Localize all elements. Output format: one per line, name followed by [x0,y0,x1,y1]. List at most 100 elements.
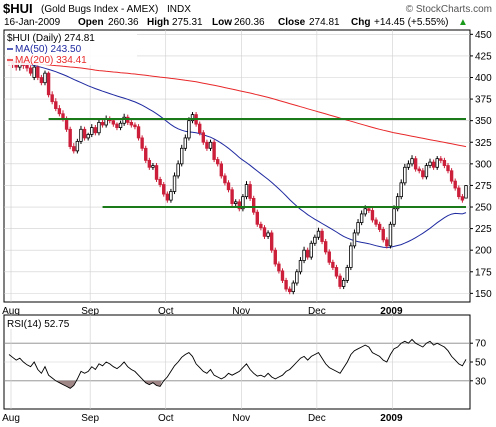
candle [140,135,144,151]
candle [428,158,432,169]
candle-body [341,280,346,287]
candle-body [154,165,159,180]
candle [100,119,105,128]
candle-body [363,208,367,215]
low-value: 260.36 [234,17,265,28]
candle-body [259,223,263,229]
candle-body [111,120,116,125]
candle-body [118,122,123,128]
candle [269,230,274,253]
candle-body [230,189,234,204]
candle [50,91,54,105]
candlestick-series [7,55,468,295]
candle [460,194,465,203]
candle [302,246,306,264]
candle-body [298,260,303,273]
candle-body [237,201,241,210]
open-value: 260.36 [108,17,139,28]
candle [162,181,166,197]
candle-body [54,101,58,109]
candle-body [205,141,209,149]
candle-body [284,280,288,290]
candle [377,221,382,233]
candle-body [385,239,389,247]
rsi-x-tick-label: Oct [158,413,174,424]
candle-body [158,178,162,185]
candle [144,145,148,163]
legend-ma50: MA(50) 243.50 [15,44,82,55]
price-y-tick-label: 275 [475,181,492,192]
candle-body [334,267,339,277]
candle-body [68,128,72,147]
candle [230,187,234,207]
candle-body [323,241,328,253]
candle-body [367,208,371,211]
candle-body [86,134,90,139]
candle-body [266,232,270,237]
candle [158,176,162,188]
candle [208,139,213,151]
chg-up-arrow-icon: ▲ [458,17,468,28]
candle [295,269,299,286]
candle [341,277,346,290]
price-y-tick-label: 225 [475,224,492,235]
candle [111,118,116,127]
candle [46,71,51,98]
low-label: Low [212,17,232,28]
candle [352,229,357,249]
candle [151,162,155,170]
price-y-tick-label: 200 [475,246,492,257]
candle-body [219,163,224,177]
candle [381,226,385,243]
candle-body [187,120,191,139]
candle-body [216,159,220,165]
candle-body [280,270,285,281]
candle-body [460,196,465,201]
candle-body [352,232,357,247]
candle-body [36,66,40,78]
candle [449,168,454,184]
candle-body [25,65,29,69]
candle [187,117,191,141]
candle [68,126,72,150]
rsi-series [8,338,467,389]
candle [421,168,425,180]
candle-body [46,72,51,96]
candle [431,159,436,170]
candle [327,249,331,265]
candle [266,230,270,239]
candle-body [262,227,267,237]
candle-body [208,141,213,149]
candle [374,217,378,227]
candle [457,185,461,200]
candle-body [244,184,249,198]
price-x-axis: Aug Sep Oct Nov Dec 2009 [2,306,403,317]
candle [388,221,393,249]
rsi-x-tick-label: Nov [232,413,250,424]
candle-body [331,261,335,268]
candle [316,227,321,240]
candle-body [345,267,349,281]
candle-body [457,187,461,198]
candle [198,121,202,136]
candle-body [273,249,277,265]
legend-ma200: MA(200) 334.41 [15,55,87,66]
high-value: 275.31 [172,17,203,28]
candle-body [147,159,152,168]
candle-body [122,116,126,124]
candle-body [64,118,69,130]
candle [226,180,231,193]
candle [79,125,83,144]
candle [356,219,360,236]
candle [406,160,411,170]
price-y-tick-label: 400 [475,73,492,84]
candle-body [140,137,144,149]
candle [244,181,249,200]
candle-body [251,197,256,213]
price-y-tick-label: 375 [475,95,492,106]
candle [273,247,277,267]
candle-body [305,249,310,258]
candle [287,286,292,295]
candle [205,139,209,151]
candle [255,209,259,227]
